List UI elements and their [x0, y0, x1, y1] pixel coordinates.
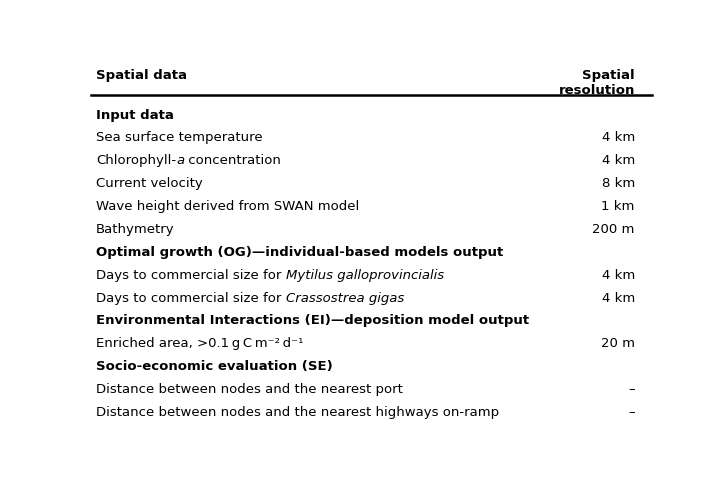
Text: Spatial
resolution: Spatial resolution — [558, 68, 635, 97]
Text: –: – — [628, 406, 635, 419]
Text: 20 m: 20 m — [601, 337, 635, 350]
Text: 4 km: 4 km — [602, 154, 635, 167]
Text: Enriched area, >0.1 g C m⁻² d⁻¹: Enriched area, >0.1 g C m⁻² d⁻¹ — [96, 337, 303, 350]
Text: 8 km: 8 km — [602, 177, 635, 190]
Text: Current velocity: Current velocity — [96, 177, 203, 190]
Text: Bathymetry: Bathymetry — [96, 223, 174, 236]
Text: Spatial data: Spatial data — [96, 68, 187, 81]
Text: Crassostrea gigas: Crassostrea gigas — [286, 292, 404, 305]
Text: Socio-economic evaluation (SE): Socio-economic evaluation (SE) — [96, 360, 333, 373]
Text: 200 m: 200 m — [592, 223, 635, 236]
Text: 4 km: 4 km — [602, 292, 635, 305]
Text: Wave height derived from SWAN model: Wave height derived from SWAN model — [96, 200, 359, 213]
Text: Distance between nodes and the nearest port: Distance between nodes and the nearest p… — [96, 383, 403, 396]
Text: Environmental Interactions (EI)—deposition model output: Environmental Interactions (EI)—depositi… — [96, 314, 529, 327]
Text: Chlorophyll-: Chlorophyll- — [96, 154, 176, 167]
Text: concentration: concentration — [185, 154, 281, 167]
Text: Distance between nodes and the nearest highways on-ramp: Distance between nodes and the nearest h… — [96, 406, 500, 419]
Text: 4 km: 4 km — [602, 131, 635, 145]
Text: 1 km: 1 km — [602, 200, 635, 213]
Text: Sea surface temperature: Sea surface temperature — [96, 131, 263, 145]
Text: 4 km: 4 km — [602, 269, 635, 282]
Text: Days to commercial size for: Days to commercial size for — [96, 269, 286, 282]
Text: Input data: Input data — [96, 109, 174, 122]
Text: Optimal growth (OG)—individual-based models output: Optimal growth (OG)—individual-based mod… — [96, 246, 503, 259]
Text: Days to commercial size for: Days to commercial size for — [96, 292, 286, 305]
Text: Mytilus galloprovincialis: Mytilus galloprovincialis — [286, 269, 444, 282]
Text: a: a — [176, 154, 185, 167]
Text: –: – — [628, 383, 635, 396]
